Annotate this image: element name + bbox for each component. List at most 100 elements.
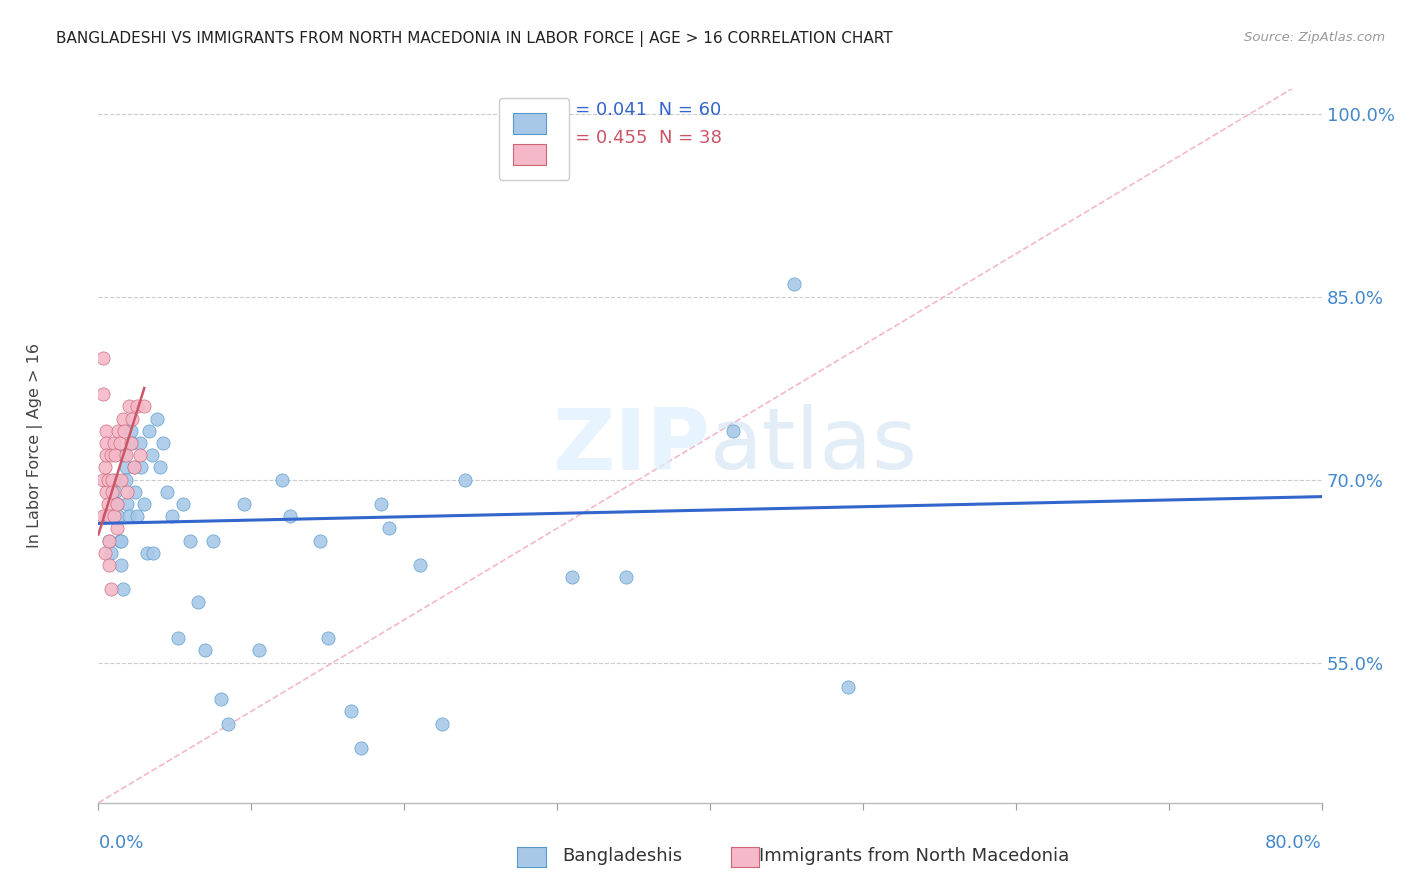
- Point: [118, 400, 141, 414]
- Point: [278, 509, 301, 524]
- Point: [339, 704, 361, 718]
- Point: [194, 643, 217, 657]
- Point: [232, 497, 254, 511]
- Point: [112, 448, 135, 462]
- Point: [138, 424, 160, 438]
- Point: [111, 411, 134, 425]
- Point: [117, 484, 139, 499]
- Point: [209, 692, 232, 706]
- Point: [309, 533, 332, 548]
- Point: [94, 484, 117, 499]
- Point: [128, 436, 150, 450]
- Point: [122, 460, 145, 475]
- Point: [98, 558, 121, 572]
- Point: [115, 448, 138, 462]
- Point: [104, 484, 127, 499]
- Point: [91, 351, 114, 365]
- Point: [350, 740, 373, 755]
- Point: [121, 436, 143, 450]
- Point: [93, 546, 115, 560]
- Point: [94, 509, 117, 524]
- Point: [187, 594, 209, 608]
- Point: [125, 400, 148, 414]
- Text: BANGLADESHI VS IMMIGRANTS FROM NORTH MACEDONIA IN LABOR FORCE | AGE > 16 CORRELA: BANGLADESHI VS IMMIGRANTS FROM NORTH MAC…: [56, 31, 893, 47]
- Point: [98, 533, 121, 548]
- Point: [94, 436, 117, 450]
- Point: [370, 497, 392, 511]
- Point: [91, 387, 114, 401]
- Point: [378, 521, 401, 535]
- Point: [111, 582, 134, 597]
- Legend: , : ,: [499, 98, 569, 179]
- Point: [316, 631, 339, 645]
- Point: [432, 716, 454, 731]
- Point: [91, 509, 114, 524]
- Point: [100, 582, 122, 597]
- Point: [125, 509, 148, 524]
- Point: [134, 497, 156, 511]
- Point: [107, 424, 129, 438]
- Point: [136, 546, 159, 560]
- Point: [105, 497, 128, 511]
- Point: [98, 533, 121, 548]
- Point: [134, 400, 156, 414]
- Point: [97, 497, 120, 511]
- Point: [105, 521, 128, 535]
- Point: [94, 448, 117, 462]
- Point: [107, 509, 129, 524]
- Point: [115, 473, 138, 487]
- Point: [110, 558, 132, 572]
- Point: [152, 436, 174, 450]
- Point: [98, 509, 121, 524]
- Point: [100, 448, 122, 462]
- Point: [112, 424, 135, 438]
- Point: [124, 484, 146, 499]
- Text: atlas: atlas: [710, 404, 918, 488]
- Point: [91, 473, 114, 487]
- Point: [105, 497, 128, 511]
- Text: R = 0.041  N = 60: R = 0.041 N = 60: [557, 101, 721, 119]
- Point: [721, 424, 744, 438]
- Point: [94, 424, 117, 438]
- Point: [156, 484, 179, 499]
- Point: [103, 436, 125, 450]
- Point: [120, 436, 142, 450]
- Point: [561, 570, 583, 584]
- Text: R = 0.455  N = 38: R = 0.455 N = 38: [557, 128, 723, 146]
- Point: [118, 509, 141, 524]
- Text: 80.0%: 80.0%: [1265, 834, 1322, 852]
- Text: In Labor Force | Age > 16: In Labor Force | Age > 16: [27, 343, 44, 549]
- Point: [115, 460, 138, 475]
- Point: [104, 448, 127, 462]
- Point: [179, 533, 201, 548]
- Point: [217, 716, 239, 731]
- Point: [93, 460, 115, 475]
- Text: Bangladeshis: Bangladeshis: [562, 847, 682, 865]
- Point: [408, 558, 430, 572]
- Point: [122, 460, 145, 475]
- Point: [103, 473, 125, 487]
- Point: [783, 277, 806, 292]
- Point: [103, 509, 125, 524]
- Point: [614, 570, 637, 584]
- Text: 0.0%: 0.0%: [98, 834, 143, 852]
- Text: Source: ZipAtlas.com: Source: ZipAtlas.com: [1244, 31, 1385, 45]
- Point: [120, 424, 142, 438]
- Point: [117, 497, 139, 511]
- Text: ZIP: ZIP: [553, 404, 710, 488]
- Point: [270, 473, 292, 487]
- Point: [110, 533, 132, 548]
- Point: [172, 497, 194, 511]
- Point: [97, 473, 120, 487]
- Point: [145, 411, 167, 425]
- Point: [149, 460, 172, 475]
- Point: [454, 473, 477, 487]
- Point: [110, 473, 132, 487]
- Point: [101, 484, 124, 499]
- Point: [247, 643, 270, 657]
- Point: [129, 460, 152, 475]
- Point: [202, 533, 225, 548]
- Point: [108, 533, 131, 548]
- Point: [128, 448, 150, 462]
- Point: [100, 546, 122, 560]
